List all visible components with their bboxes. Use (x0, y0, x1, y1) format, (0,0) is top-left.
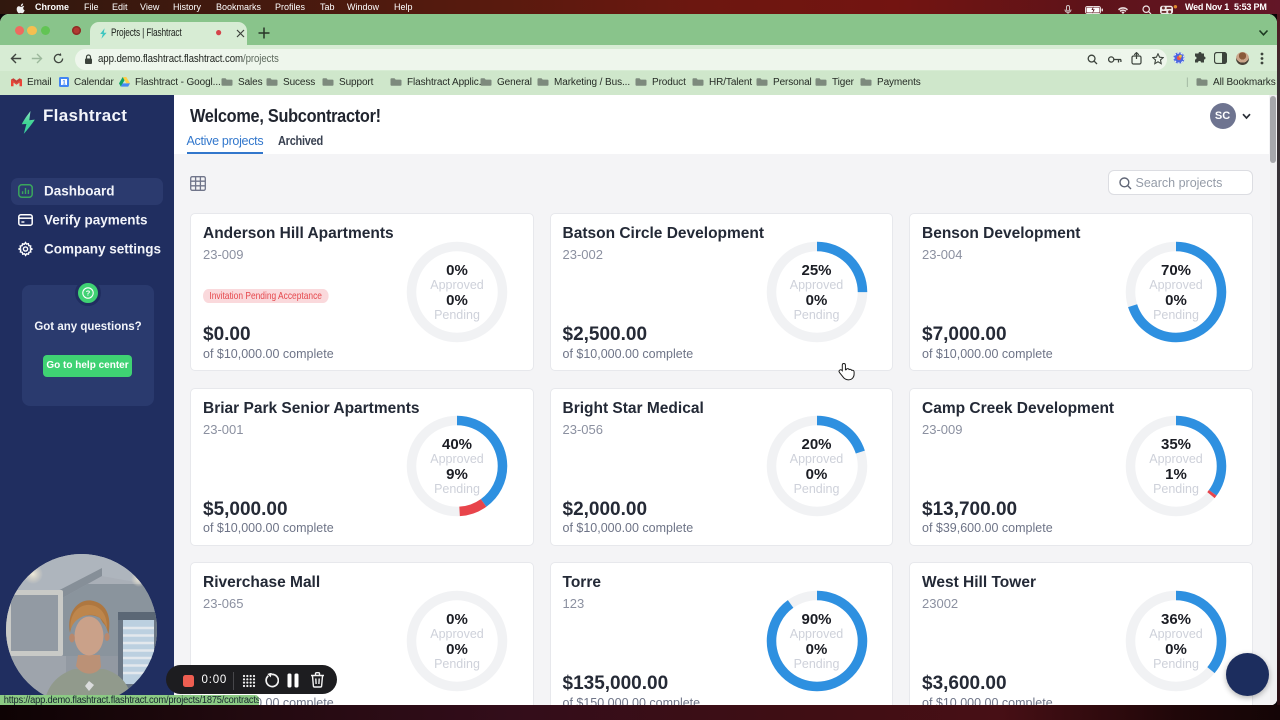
svg-text:1: 1 (62, 80, 66, 86)
svg-text:?: ? (86, 288, 91, 297)
